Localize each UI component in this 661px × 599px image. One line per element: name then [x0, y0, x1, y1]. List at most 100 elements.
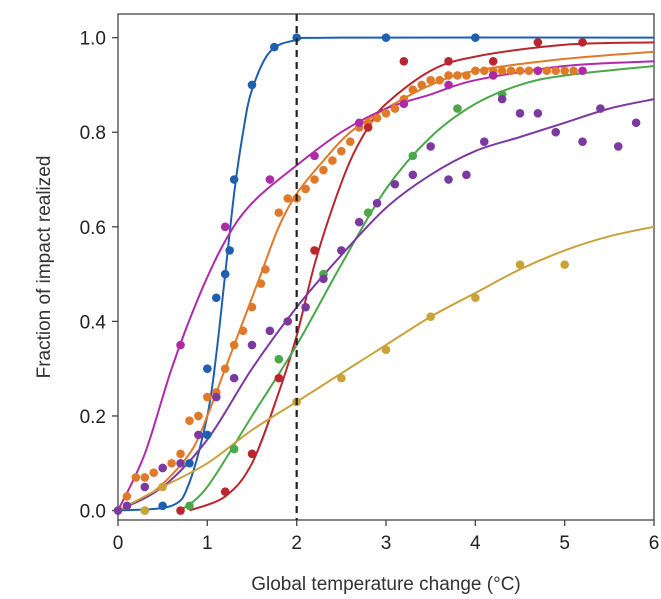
fit-curve-3: [179, 65, 655, 512]
data-point-series-4: [596, 104, 605, 113]
x-tick-label: 3: [381, 533, 392, 554]
data-point-series-5: [533, 66, 543, 76]
data-point-series-1: [497, 66, 507, 76]
data-point-series-1: [131, 473, 141, 482]
data-point-series-1: [203, 392, 212, 402]
data-point-series-2: [176, 506, 185, 515]
data-point-series-1: [274, 208, 284, 217]
data-points: [113, 33, 641, 515]
tick-labels: 0 1 2 3 4 5 6 0.0 0.2 0.4 0.6 0.8 1.0: [80, 29, 660, 554]
data-point-series-1: [167, 458, 176, 468]
data-point-series-4: [247, 340, 257, 350]
data-point-series-4: [479, 137, 489, 146]
data-point-series-0: [292, 33, 301, 42]
data-point-series-5: [354, 118, 364, 128]
data-point-series-1: [256, 279, 266, 288]
data-point-series-4: [551, 127, 561, 137]
data-point-series-1: [444, 71, 453, 80]
data-point-series-1: [560, 66, 569, 76]
data-point-series-4: [229, 373, 239, 383]
data-point-series-0: [203, 364, 212, 373]
data-point-series-1: [515, 66, 525, 76]
data-point-series-2: [363, 123, 373, 132]
data-point-series-0: [185, 458, 194, 468]
data-point-series-4: [462, 170, 471, 180]
data-point-series-5: [220, 222, 230, 232]
data-point-series-6: [471, 293, 480, 303]
axes: [112, 13, 655, 526]
data-point-series-1: [345, 137, 355, 146]
data-point-series-1: [140, 473, 150, 482]
x-tick-label: 6: [649, 533, 660, 554]
data-point-series-1: [426, 75, 435, 85]
data-point-series-1: [390, 104, 400, 113]
data-point-series-4: [176, 458, 185, 468]
data-point-series-1: [337, 146, 346, 156]
data-point-series-4: [122, 501, 132, 511]
data-point-series-4: [337, 246, 346, 255]
data-point-series-0: [220, 269, 230, 279]
data-point-series-6: [515, 260, 525, 269]
data-point-series-1: [542, 66, 552, 76]
data-point-series-1: [328, 156, 337, 165]
data-point-series-0: [471, 33, 480, 42]
data-point-series-4: [265, 326, 275, 336]
plot-frame: [117, 13, 655, 521]
y-tick-label: 1.0: [80, 29, 106, 50]
data-point-series-2: [274, 373, 284, 383]
data-point-series-2: [220, 487, 230, 496]
data-point-series-6: [337, 373, 346, 383]
data-point-series-6: [560, 260, 569, 269]
data-point-series-1: [283, 194, 293, 203]
data-point-series-4: [158, 463, 167, 473]
data-point-series-0: [225, 246, 234, 255]
x-tick-label: 2: [291, 533, 302, 554]
data-point-series-1: [176, 449, 185, 459]
fit-curves: [117, 36, 655, 512]
data-point-series-4: [613, 142, 623, 151]
data-point-series-1: [247, 302, 257, 312]
data-point-series-6: [381, 345, 391, 355]
data-point-series-6: [426, 312, 435, 321]
data-point-series-1: [479, 66, 489, 76]
data-point-series-5: [444, 80, 453, 90]
data-point-series-4: [515, 109, 525, 118]
data-point-series-1: [462, 71, 471, 80]
data-point-series-4: [408, 170, 418, 180]
data-point-series-4: [301, 302, 310, 312]
data-point-series-0: [247, 80, 257, 90]
data-point-series-1: [569, 66, 578, 76]
data-point-series-4: [372, 198, 382, 208]
data-point-series-4: [211, 392, 221, 402]
data-point-series-1: [506, 66, 516, 76]
data-point-series-3: [274, 354, 284, 364]
data-point-series-4: [140, 482, 150, 492]
data-point-series-1: [220, 364, 230, 373]
fit-curve-2: [189, 41, 655, 512]
x-tick-label: 0: [113, 533, 124, 554]
data-point-series-4: [533, 109, 543, 118]
x-axis-label: Global temperature change (°C): [251, 574, 521, 595]
data-point-series-1: [453, 71, 462, 80]
data-point-series-4: [390, 179, 400, 189]
data-point-series-4: [444, 175, 453, 184]
data-point-series-4: [319, 274, 328, 284]
x-tick-label: 4: [470, 533, 481, 554]
data-point-series-4: [631, 118, 641, 128]
data-point-series-1: [149, 468, 159, 478]
data-point-series-4: [194, 430, 203, 440]
data-point-series-0: [211, 293, 221, 303]
data-point-series-1: [524, 66, 534, 76]
data-point-series-5: [488, 71, 498, 80]
data-point-series-0: [203, 430, 212, 440]
data-point-series-1: [408, 85, 418, 94]
data-point-series-1: [301, 184, 310, 194]
data-point-series-2: [578, 38, 587, 47]
fit-curve-6: [117, 225, 655, 512]
data-point-series-4: [426, 142, 435, 151]
data-point-series-2: [310, 246, 319, 255]
data-point-series-1: [471, 66, 480, 76]
data-point-series-6: [140, 506, 150, 515]
data-point-series-2: [444, 56, 453, 66]
data-point-series-1: [185, 416, 194, 425]
